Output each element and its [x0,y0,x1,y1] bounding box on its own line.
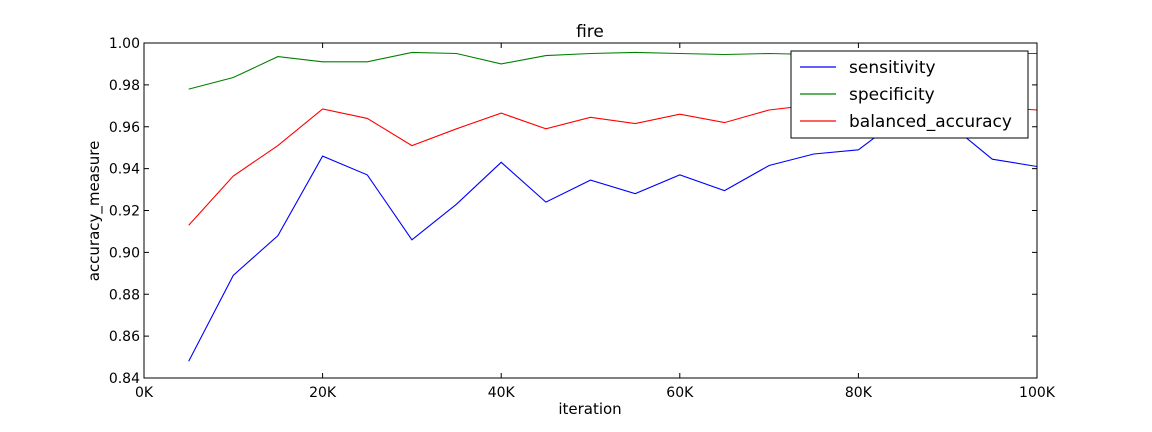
x-axis-label: iteration [558,400,621,418]
y-tick-label: 0.84 [109,371,140,387]
series-line-sensitivity [188,115,1037,362]
legend: sensitivity specificity balanced_accuracy [790,50,1029,139]
x-tick-label: 20K [309,385,337,401]
y-tick-label: 0.90 [109,245,140,261]
x-tick-label: 0K [135,385,154,401]
y-tick-label: 0.88 [109,287,140,303]
y-tick-label: 0.96 [109,120,140,136]
y-tick-label: 0.86 [109,329,140,345]
y-tick-label: 1.00 [109,36,140,52]
x-tick-label: 40K [488,385,516,401]
legend-label-balanced_accuracy: balanced_accuracy [849,112,1012,132]
x-tick-label: 100K [1019,385,1056,401]
y-axis-label: accuracy_measure [85,141,104,282]
y-tick-label: 0.94 [109,162,140,178]
x-tick-label: 80K [845,385,873,401]
y-tick-label: 0.92 [109,204,140,220]
legend-label-specificity: specificity [849,85,935,105]
x-tick-label: 60K [666,385,694,401]
chart-title: fire [576,22,604,42]
y-tick-label: 0.98 [109,78,140,94]
plot-area: 0K 20K 40K 60K 80K 100K 0.84 0.86 0.88 0.90 0.92 0.… [109,36,1056,401]
legend-label-sensitivity: sensitivity [849,58,936,78]
